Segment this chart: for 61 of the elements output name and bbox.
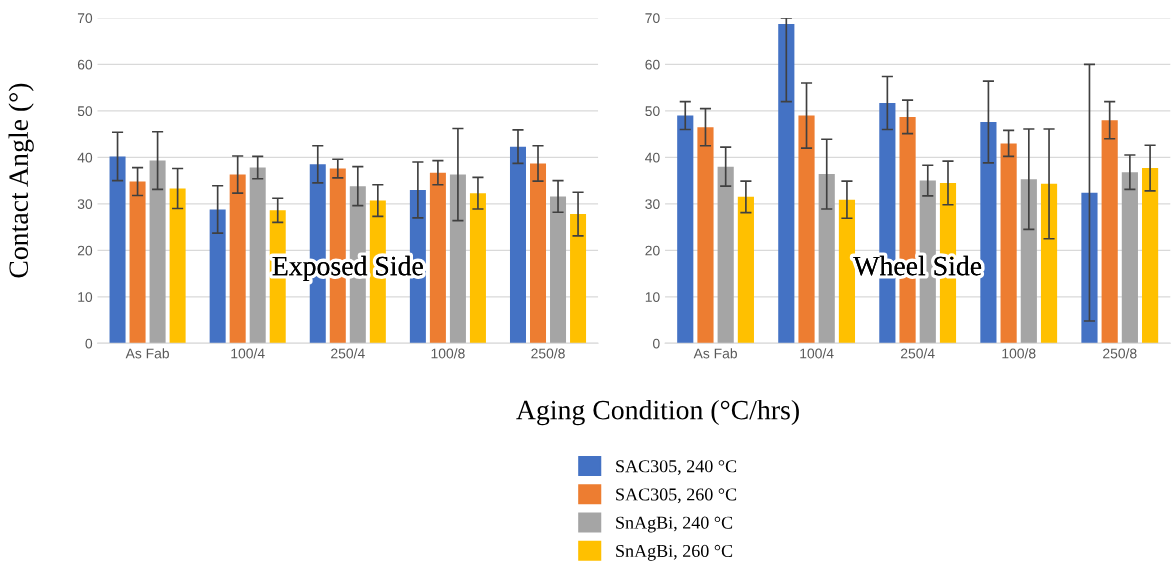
- y-tick-label: 20: [645, 245, 660, 256]
- legend-label: SAC305, 240 °C: [616, 460, 737, 475]
- y-tick-label: 60: [77, 59, 93, 70]
- y-tick-label: 0: [85, 338, 93, 349]
- x-tick-label: 100/4: [231, 348, 265, 359]
- bar: [677, 115, 694, 344]
- x-tick-label: 250/4: [331, 348, 365, 359]
- bar: [169, 188, 186, 344]
- bar: [229, 174, 246, 344]
- bar: [249, 167, 266, 344]
- x-tick-label: 100/8: [1002, 348, 1036, 359]
- bar: [550, 196, 567, 344]
- x-tick-label: 250/8: [531, 348, 565, 359]
- bar: [1020, 179, 1037, 344]
- bar: [1101, 120, 1118, 344]
- legend-label: SnAgBi, 240 °C: [616, 516, 733, 533]
- bar: [818, 174, 835, 344]
- x-tick-label: As Fab: [693, 348, 737, 359]
- y-tick-label: 40: [77, 152, 93, 163]
- bar: [1040, 183, 1058, 344]
- x-tick-label: 100/8: [431, 348, 465, 359]
- x-tick-label: 250/8: [1103, 348, 1137, 359]
- x-tick-label: 100/4: [800, 348, 834, 359]
- bar: [717, 166, 734, 344]
- y-tick-label: 0: [653, 338, 660, 349]
- bar: [798, 115, 815, 344]
- bar: [980, 122, 997, 344]
- bar: [109, 156, 126, 344]
- y-tick-label: 10: [645, 292, 660, 302]
- y-tick-label: 10: [78, 292, 93, 302]
- y-tick-label: 70: [645, 13, 660, 24]
- bar: [509, 146, 526, 344]
- bar: [469, 193, 486, 344]
- y-tick-label: 30: [645, 199, 660, 210]
- y-tick-label: 50: [645, 106, 660, 117]
- y-tick-label: 70: [77, 13, 93, 24]
- y-tick-label: 60: [645, 59, 660, 70]
- bar: [1142, 168, 1159, 344]
- y-tick-label: 30: [77, 199, 93, 210]
- legend-label: SAC305, 260 °C: [616, 488, 737, 504]
- bar: [1081, 192, 1098, 344]
- y-tick-label: 20: [77, 245, 93, 256]
- y-axis-title: Contact Angle (°): [8, 83, 34, 278]
- x-tick-label: 250/4: [901, 348, 935, 359]
- bar: [449, 174, 466, 344]
- bar: [737, 196, 754, 344]
- bar: [1000, 143, 1017, 344]
- bar: [429, 172, 446, 344]
- bar: [1121, 172, 1138, 344]
- bar: [778, 23, 795, 344]
- bar: [129, 181, 146, 344]
- legend-label: SnAgBi, 260 °C: [616, 544, 733, 561]
- y-tick-label: 50: [77, 106, 93, 117]
- bar: [697, 127, 714, 344]
- x-axis-title: Aging Condition (°C/hrs): [516, 399, 799, 426]
- bar: [530, 163, 547, 344]
- y-tick-label: 40: [645, 152, 660, 163]
- bar: [570, 214, 587, 344]
- x-tick-label: As Fab: [125, 348, 169, 359]
- bar: [209, 209, 226, 344]
- bar: [149, 160, 166, 344]
